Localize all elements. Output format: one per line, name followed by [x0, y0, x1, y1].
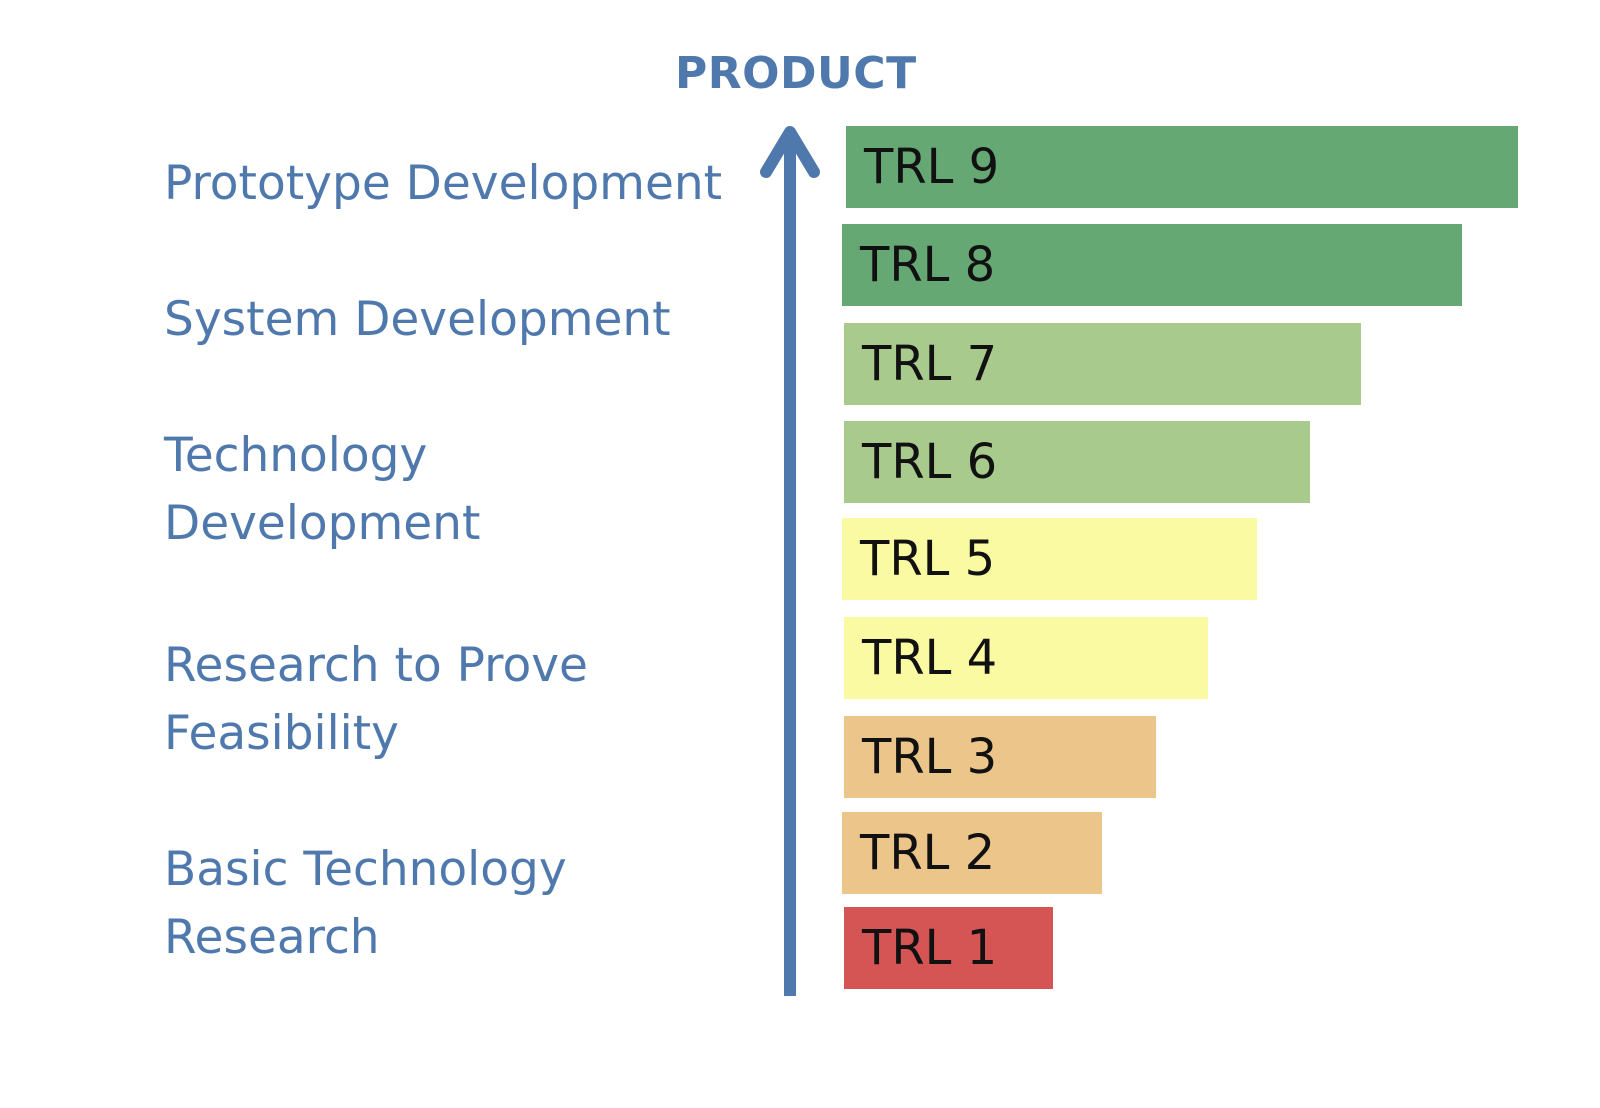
trl-bar-7: TRL 7 — [844, 323, 1361, 405]
stage-label-research-feasibility: Research to Prove Feasibility — [164, 638, 588, 761]
stage-label-basic-research: Basic Technology Research — [164, 842, 567, 965]
trl-bar-3: TRL 3 — [844, 716, 1156, 798]
trl-label-7: TRL 7 — [862, 336, 998, 392]
trl-bar-5: TRL 5 — [842, 518, 1257, 600]
trl-label-4: TRL 4 — [862, 630, 998, 686]
trl-bar-9: TRL 9 — [846, 126, 1518, 208]
trl-label-1: TRL 1 — [862, 920, 998, 976]
trl-label-5: TRL 5 — [860, 531, 996, 587]
trl-bar-6: TRL 6 — [844, 421, 1310, 503]
trl-bar-1: TRL 1 — [844, 907, 1053, 989]
stage-label-system-development: System Development — [164, 292, 671, 347]
trl-label-6: TRL 6 — [862, 434, 998, 490]
trl-label-3: TRL 3 — [862, 729, 998, 785]
axis-label-product: PRODUCT — [675, 48, 917, 99]
trl-label-9: TRL 9 — [864, 139, 1000, 195]
trl-bar-8: TRL 8 — [842, 224, 1462, 306]
trl-bar-2: TRL 2 — [842, 812, 1102, 894]
stage-label-technology-development: Technology Development — [164, 428, 481, 551]
trl-label-2: TRL 2 — [860, 825, 996, 881]
trl-label-8: TRL 8 — [860, 237, 996, 293]
trl-bar-4: TRL 4 — [844, 617, 1208, 699]
stage-label-prototype-development: Prototype Development — [164, 156, 723, 211]
